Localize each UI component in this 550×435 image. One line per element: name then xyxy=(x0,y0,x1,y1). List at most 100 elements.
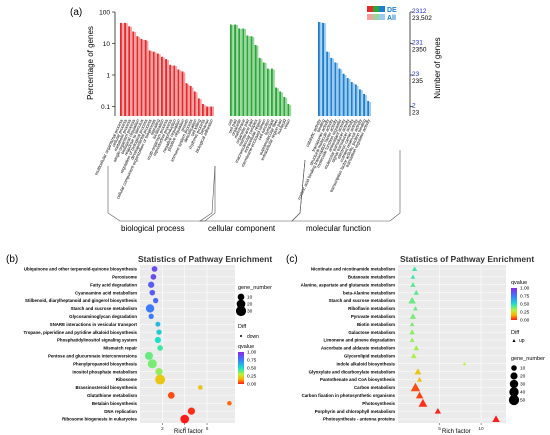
point-beta-alanine-metabolism xyxy=(413,290,419,295)
legend-de-label: DE xyxy=(387,7,397,14)
bar-all-membrane xyxy=(244,28,247,116)
pathway-label: Stilbenoid, diarylheptanoid and gingerol… xyxy=(25,298,138,303)
legend-de-swatch-blue xyxy=(379,6,385,12)
bar-de-biological-regulation xyxy=(136,36,139,117)
bar-de-signaling xyxy=(156,53,159,116)
legend-all-swatch-red xyxy=(367,14,373,20)
right-tick-value: 23 xyxy=(412,71,420,78)
point-photosynthesis xyxy=(418,398,428,407)
legend-c: qvalue 1.00 0.75 0.50 0.25 0.00 Diff up gene… xyxy=(508,280,545,406)
pathway-label: Ubiquinone and other terpenoid-quinone b… xyxy=(24,267,138,272)
shape-legend-up-c: up xyxy=(519,338,525,344)
bar-all-regulation-of-biological-process xyxy=(146,41,149,116)
point-biotin-metabolism xyxy=(409,321,415,327)
bar-all-electron-carrier-activity xyxy=(356,85,359,116)
bar-de-transporter-activity xyxy=(326,51,329,116)
bar-de-electron-carrier-activity xyxy=(354,84,357,116)
bar-all-organelle-part xyxy=(248,36,251,117)
shape-legend-triangle-c xyxy=(512,339,516,342)
pathway-label: Pantothenate and CoA biosynthesis xyxy=(320,377,396,382)
point-porphyrin-and-chlorophyll-metabolism xyxy=(434,408,442,414)
bar-all-supramolecular-fiber xyxy=(277,88,279,116)
bar-de-structural-molecule-activity xyxy=(330,57,333,116)
bar-de-extracellular-region-part xyxy=(279,91,282,116)
bar-all-immune-system-process xyxy=(191,87,194,116)
right-tick-subvalue: 23 xyxy=(412,110,420,117)
bar-de-reproductive-process xyxy=(169,64,172,116)
bar-all-negative-regulation xyxy=(179,70,182,116)
pathway-label: Phenylpropanoid biosynthesis xyxy=(73,361,137,366)
size-legend-title-c: gene_number xyxy=(511,356,545,362)
size-legend-symbol xyxy=(511,365,517,371)
bar-all-metabolic-process xyxy=(130,26,132,116)
category-label: cell part xyxy=(227,118,238,134)
legend-all-swatch-green xyxy=(373,14,379,20)
size-legend-symbol xyxy=(510,372,518,380)
point-brassinosteroid-biosynthesis xyxy=(198,385,203,390)
bar-all-extracellular-region xyxy=(260,58,263,116)
pathway-label: Butanoate metabolism xyxy=(348,274,395,279)
shape-legend-down-b: down xyxy=(247,334,259,340)
category-label: growth xyxy=(180,118,190,132)
bar-de-response-to-stimulus xyxy=(140,38,143,117)
x-tick-label: 4 xyxy=(183,426,186,432)
pathway-label: SNARE interactions in vesicular transpor… xyxy=(50,322,138,327)
bar-all-biological-adhesion xyxy=(212,106,214,116)
panel-label-c: (c) xyxy=(286,254,298,265)
point-butanoate-metabolism xyxy=(410,274,416,279)
color-bar-c xyxy=(511,288,517,320)
bar-all-behavior xyxy=(208,106,210,116)
right-tick-subvalue: 23,502 xyxy=(412,15,432,22)
pathway-label: Nicotinate and nicotinamide metabolism xyxy=(311,267,395,272)
size-legend-symbol xyxy=(509,387,519,397)
pathway-label: Cyanoamino acid metabolism xyxy=(75,290,137,295)
category-label: cell xyxy=(227,118,234,126)
bar-all-binding xyxy=(324,23,326,116)
pathway-label: Ascorbate and aldarate metabolism xyxy=(321,346,395,351)
point-alanine-aspartate-and-glutamate-metabolism xyxy=(410,282,416,287)
y-tick-label: 100 xyxy=(99,10,110,17)
point-nicotinate-and-nicotinamide-metabolism xyxy=(412,266,418,272)
pathway-label: Carbon metabolism xyxy=(354,385,395,390)
y-axis-label-left: Percentage of genes xyxy=(86,26,95,100)
group-brackets xyxy=(107,150,401,222)
bar-all-developmental-process xyxy=(150,50,153,116)
color-tick-label: 1.00 xyxy=(247,350,257,356)
bar-de-multi-organism-process xyxy=(165,59,167,116)
pathway-label: Tropane, piperidine and pyridine alkaloi… xyxy=(24,330,138,335)
bar-de-organelle xyxy=(238,28,241,116)
point-phosphatidylinositol-signaling-system xyxy=(154,336,162,344)
bar-all-cell-part xyxy=(236,24,238,117)
point-tropane-piperidine-and-pyridine-alkaloid-biosynthesis xyxy=(156,329,162,335)
size-legend-title-b: gene_number xyxy=(238,285,272,291)
x-tick-label: 6 xyxy=(206,426,209,432)
bar-de-nutrient-reservoir-activity xyxy=(359,89,361,116)
point-fatty-acid-degradation xyxy=(148,281,155,288)
pathway-label: Galactose metabolism xyxy=(348,330,395,335)
point-ubiquinone-and-other-terpenoid-quinone-biosynthesis xyxy=(151,266,158,272)
shape-legend-title-b: Diff xyxy=(238,324,247,330)
bar-de-rhythmic-process xyxy=(202,104,204,116)
group-label-molecular-function: molecular function xyxy=(306,224,371,233)
bar-de-molecular-function-regulator xyxy=(338,68,341,116)
bar-de-organelle-part xyxy=(246,35,249,116)
bar-de-binding xyxy=(322,22,324,116)
bar-all-membrane-part xyxy=(252,37,255,117)
bar-all-detoxification xyxy=(195,92,198,116)
x-tick-label: 10 xyxy=(478,426,484,432)
bar-de-supramolecular-fiber xyxy=(275,87,277,116)
bar-all-rhythmic-process xyxy=(203,105,206,116)
category-label: binding xyxy=(316,118,327,133)
pathway-label: Ribosome biogenesis in eukaryotes xyxy=(62,417,137,422)
bar-de-translation-regulator-activity xyxy=(367,100,370,116)
pathway-label: DNA replication xyxy=(104,409,137,414)
pathway-label: Pentose and glucuronate interconversions xyxy=(48,353,138,358)
pathway-label: Glyoxylate and dicarboxylate metabolism xyxy=(309,369,395,374)
y-tick-label: 10 xyxy=(103,41,111,48)
pathway-label: Glycosaminoglycan degradation xyxy=(69,314,137,319)
bar-de-membrane-enclosed-lumen xyxy=(262,62,265,116)
point-dna-replication xyxy=(187,407,196,415)
pathway-label: Starch and sucrose metabolism xyxy=(329,298,395,303)
point-riboflavin-metabolism xyxy=(413,306,418,311)
pathway-label: Ribosome xyxy=(116,377,138,382)
